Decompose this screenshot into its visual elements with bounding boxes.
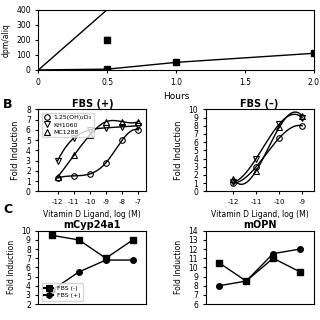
Y-axis label: Specific B
dpm/aliq: Specific B dpm/aliq [0,21,11,58]
Y-axis label: Fold Induction: Fold Induction [174,240,183,294]
Legend: FBS (-), FBS (+): FBS (-), FBS (+) [42,283,83,301]
X-axis label: Vitamin D Ligand, log (M): Vitamin D Ligand, log (M) [44,211,141,220]
Y-axis label: Fold Induction: Fold Induction [174,121,183,180]
X-axis label: Hours: Hours [163,92,189,101]
Y-axis label: Fold Induction: Fold Induction [11,121,20,180]
Title: FBS (–): FBS (–) [240,99,279,108]
Text: B: B [3,98,13,111]
Text: 0: 0 [43,252,47,258]
Title: FBS (+): FBS (+) [72,99,113,108]
Y-axis label: Fold Induction: Fold Induction [7,240,16,294]
Title: mCyp24a1: mCyp24a1 [64,220,121,230]
Title: mOPN: mOPN [243,220,276,230]
Legend: 1.25(OH)₂D₃, KH1060, MC1288: 1.25(OH)₂D₃, KH1060, MC1288 [42,113,94,137]
X-axis label: Vitamin D Ligand, log (M): Vitamin D Ligand, log (M) [211,211,308,220]
Text: Vehicle: Vehicle [0,319,1,320]
Text: C: C [3,203,12,216]
Text: Vehicle: Vehicle [0,319,1,320]
